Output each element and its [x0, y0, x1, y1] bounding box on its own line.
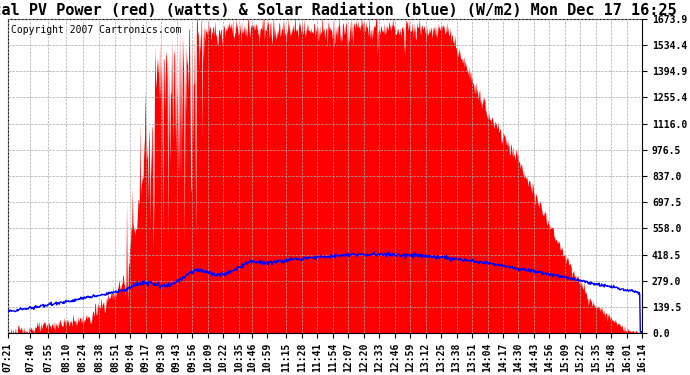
Text: Copyright 2007 Cartronics.com: Copyright 2007 Cartronics.com — [11, 25, 181, 35]
Title: Total PV Power (red) (watts) & Solar Radiation (blue) (W/m2) Mon Dec 17 16:25: Total PV Power (red) (watts) & Solar Rad… — [0, 3, 676, 18]
